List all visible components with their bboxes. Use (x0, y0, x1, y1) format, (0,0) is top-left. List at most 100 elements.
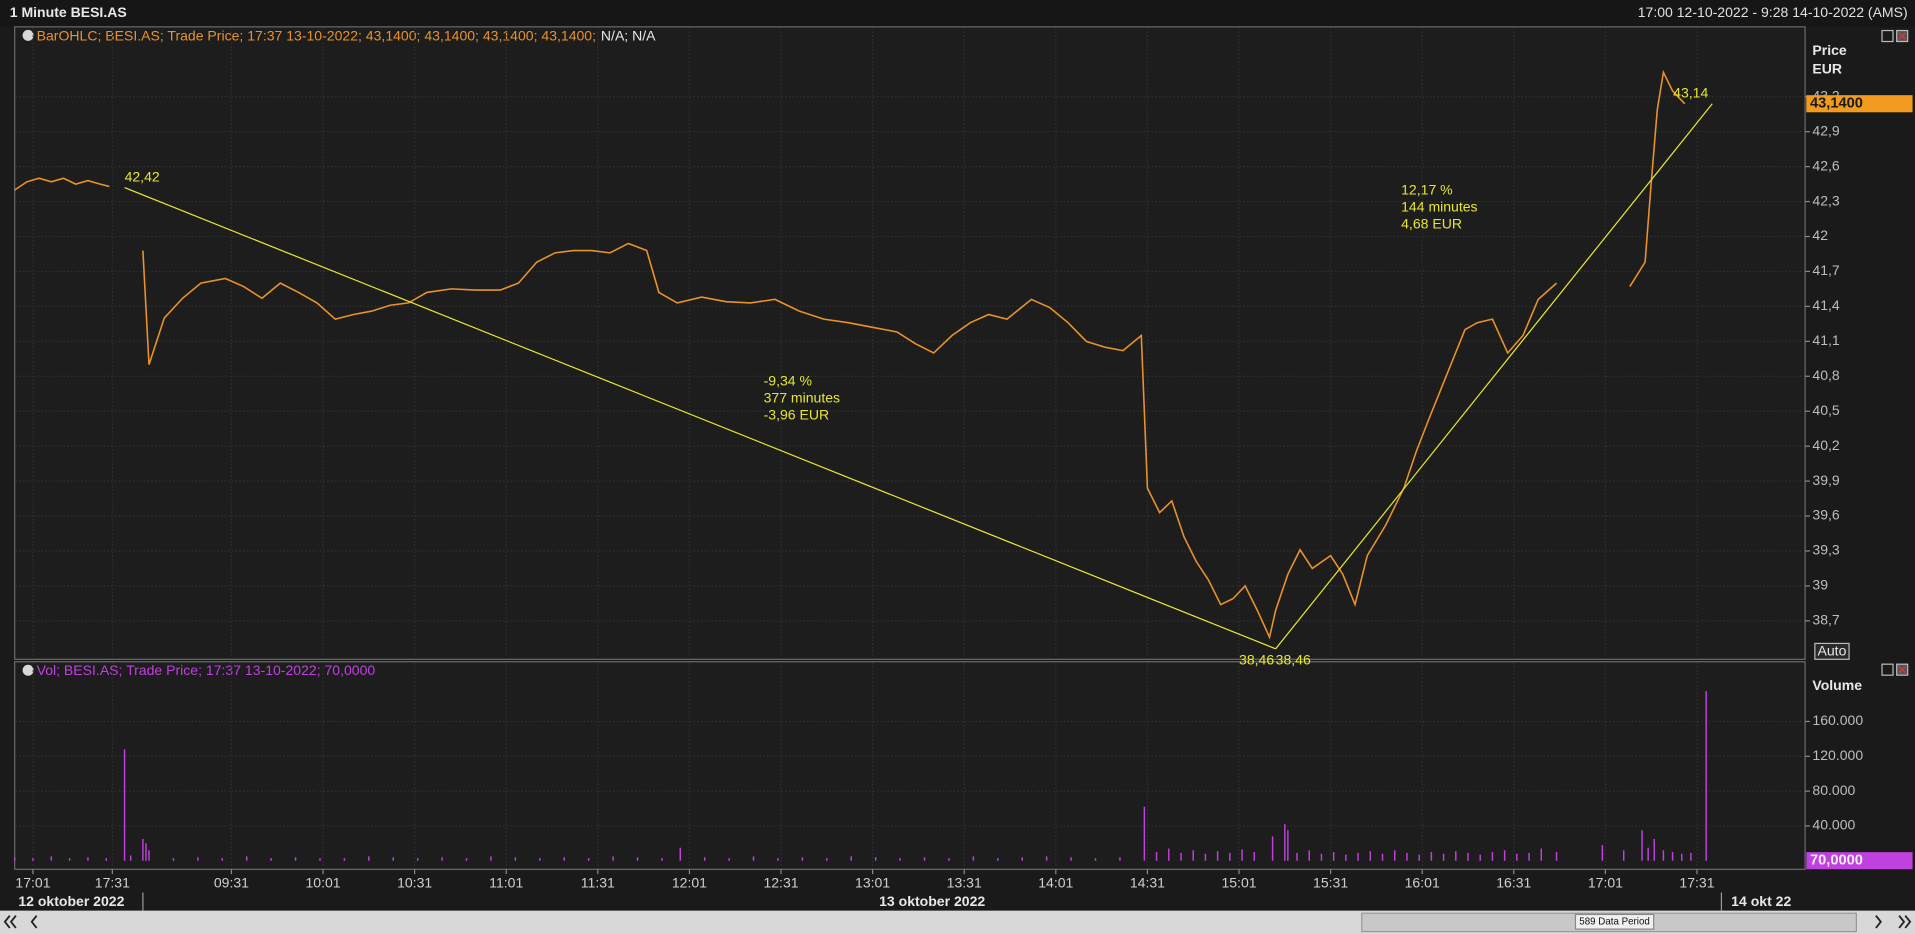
trendline-stat: 144 minutes (1401, 198, 1477, 214)
x-tick-label: 17:01 (1588, 875, 1623, 891)
y-tick-label: 41,1 (1812, 332, 1840, 348)
y-tick-label: 42,6 (1812, 157, 1840, 173)
y-axis-unit: EUR (1812, 60, 1842, 76)
volume-bar (1393, 850, 1396, 861)
maximize-button[interactable] (1881, 29, 1894, 43)
x-tick-label: 10:01 (305, 875, 340, 891)
x-tick-label: 13:31 (947, 875, 982, 891)
y-tick-label: 160.000 (1812, 712, 1863, 728)
x-tick-label: 16:01 (1405, 875, 1440, 891)
data-period-box (1574, 913, 1655, 930)
date-label: 14 okt 22 (1731, 893, 1791, 909)
price-line (14, 69, 1686, 640)
volume-bar (1308, 850, 1310, 861)
y-tick-label: 39,3 (1812, 542, 1840, 558)
volume-bar (899, 858, 901, 861)
volume-bar (1192, 850, 1194, 861)
volume-bar (948, 858, 950, 861)
y-tick-label: 39,6 (1812, 507, 1840, 523)
volume-bar (87, 857, 89, 861)
volume-bar (1540, 848, 1543, 861)
volume-bar (1204, 853, 1207, 861)
volume-bar (587, 858, 590, 861)
volume-bar (1516, 853, 1518, 861)
volume-bar (197, 857, 199, 861)
volume-bar (1647, 847, 1649, 861)
volume-bar (1357, 852, 1359, 861)
volume-bar (416, 858, 419, 861)
scroll-last[interactable] (1898, 915, 1912, 929)
volume-bar (777, 858, 779, 861)
date-label: 13 oktober 2022 (879, 893, 985, 909)
scroll-next[interactable] (1875, 915, 1882, 929)
trendline (124, 187, 1276, 650)
volume-bar (661, 858, 663, 861)
volume-bar (1418, 854, 1420, 861)
trendline-value: 38,46 (1276, 652, 1311, 668)
volume-bar (1381, 853, 1384, 861)
volume-bar (294, 857, 297, 861)
scale-mode-button[interactable] (1814, 642, 1850, 660)
volume-bar (32, 858, 34, 861)
volume-bar (636, 857, 639, 861)
trendline-stat: 4,68 EUR (1401, 216, 1462, 232)
trendline-stat: 377 minutes (764, 389, 840, 405)
title-bar (0, 0, 1915, 27)
volume-bar (1653, 838, 1655, 861)
scroll-prev[interactable] (30, 915, 38, 929)
last-price-box (1806, 95, 1913, 113)
volume-bar (1430, 852, 1433, 861)
volume-bar (1690, 852, 1692, 861)
volume-bar (465, 858, 468, 861)
volume-bar (1296, 852, 1298, 861)
volume-bar (1241, 849, 1243, 861)
close-icon (1898, 666, 1906, 674)
volume-bar (801, 857, 804, 861)
volume-bar (1503, 850, 1506, 861)
x-tick-label: 12:01 (672, 875, 707, 891)
x-tick-label: 09:31 (214, 875, 249, 891)
volume-bar (874, 857, 877, 861)
y-tick-label: 41,7 (1812, 262, 1840, 278)
scroll-first[interactable] (3, 915, 17, 929)
volume-bar (752, 856, 755, 861)
y-tick-label: 42,3 (1812, 192, 1840, 208)
volume-bar (245, 856, 248, 861)
legend-icon[interactable] (22, 29, 34, 41)
trendline (1275, 103, 1713, 650)
volume-bar (703, 857, 706, 861)
volume-bar (105, 858, 107, 861)
maximize-button[interactable] (1881, 663, 1894, 676)
volume-bar (148, 850, 150, 861)
volume-bar (1320, 853, 1323, 861)
time-range: 17:00 12-10-2022 - 9:28 14-10-2022 (AMS) (1638, 4, 1908, 20)
volume-bar (514, 857, 517, 861)
x-tick-label: 17:01 (15, 875, 50, 891)
volume-bar (123, 749, 126, 861)
volume-bar (612, 856, 614, 861)
legend-icon[interactable] (22, 664, 34, 676)
trendline-value: 38,46 (1239, 652, 1274, 668)
x-tick-label: 12:31 (763, 875, 798, 891)
volume-bar (1369, 851, 1372, 861)
volume-bar (1455, 851, 1457, 861)
x-tick-label: 14:31 (1130, 875, 1165, 891)
volume-bar (1442, 853, 1445, 861)
volume-bar (50, 856, 53, 861)
y-tick-label: 42,9 (1812, 122, 1840, 138)
last-price: 43,1400 (1810, 96, 1863, 112)
volume-bar (1467, 852, 1469, 861)
volume-bar (392, 857, 394, 861)
trendline-value: 43,14 (1673, 85, 1708, 101)
volume-bar (1680, 853, 1683, 861)
volume-bar (368, 856, 370, 861)
volume-bar (1345, 854, 1347, 861)
x-tick-label: 17:31 (1679, 875, 1714, 891)
y-tick-label: 40.000 (1812, 817, 1855, 833)
volume-bar (1332, 852, 1335, 861)
volume-bar (679, 847, 681, 861)
y-axis-label: Price (1812, 42, 1847, 58)
scale-mode[interactable]: Auto (1818, 643, 1847, 659)
